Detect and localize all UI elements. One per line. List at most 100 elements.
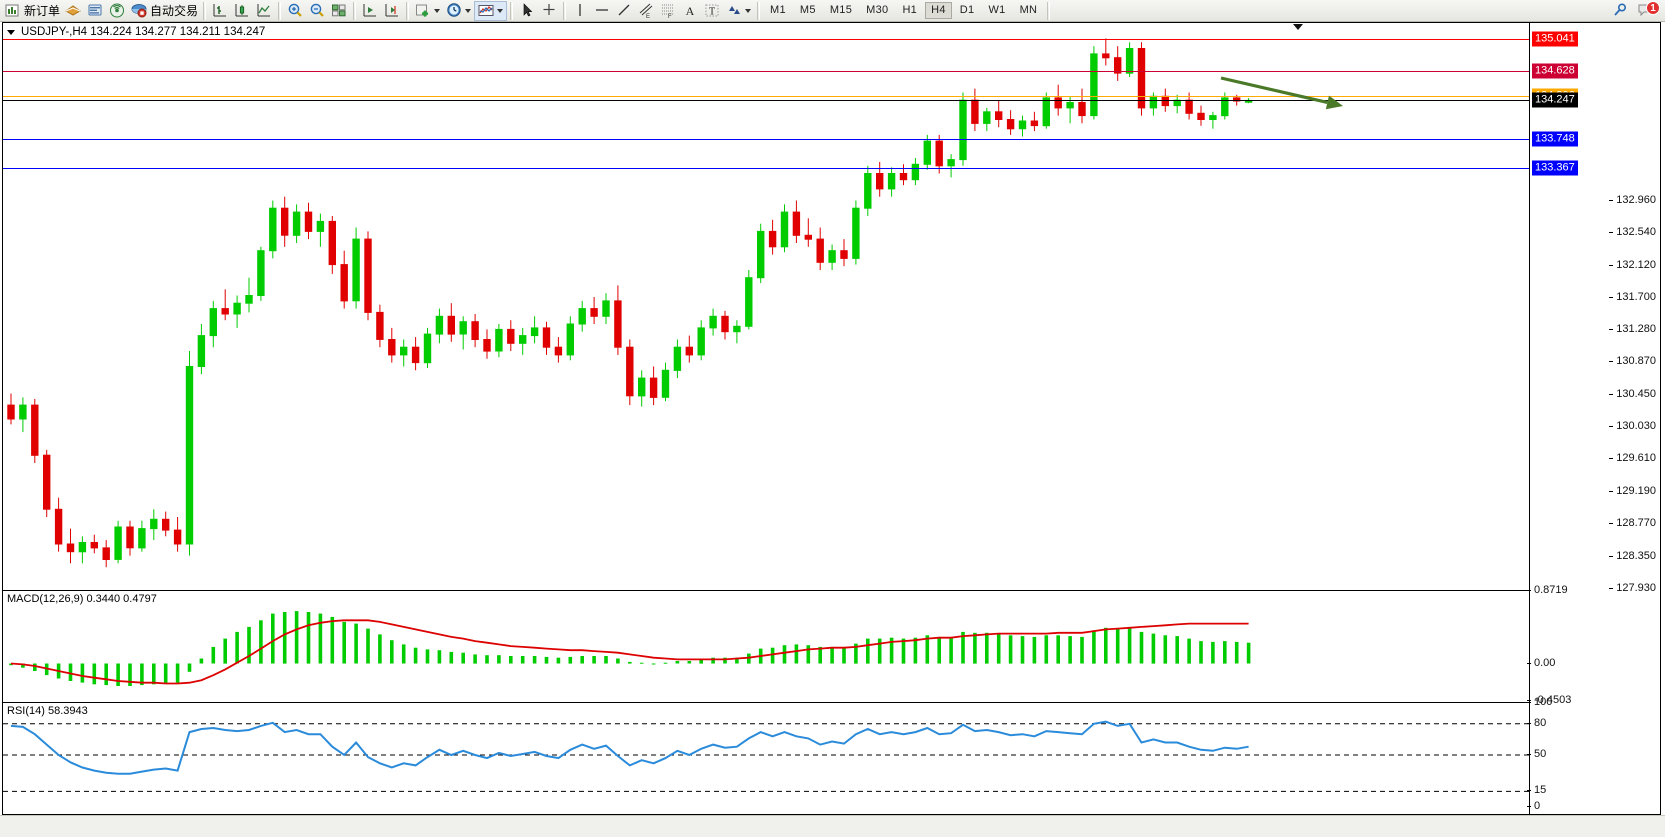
toolbar-separator-8 (1047, 1, 1051, 20)
period-button[interactable] (443, 1, 474, 21)
macd-pane[interactable]: MACD(12,26,9) 0.3440 0.4797 (3, 590, 1529, 700)
rsi-pane[interactable]: RSI(14) 58.3943 (3, 702, 1529, 806)
shapes-icon (725, 2, 743, 19)
horizontal-line-button[interactable] (591, 1, 613, 21)
new-order-label: 新订单 (24, 4, 61, 18)
search-icon[interactable] (1611, 2, 1629, 19)
text-button[interactable]: A (679, 1, 701, 21)
fibonacci-button[interactable]: F (657, 1, 679, 21)
price-tick-131700: 131.700 (1609, 291, 1656, 303)
alerts-icon[interactable]: 1 (1637, 1, 1660, 19)
tile-windows-button[interactable] (328, 1, 350, 21)
autotrading-icon (130, 2, 148, 19)
price-level-line-133367[interactable] (3, 168, 1529, 170)
price-level-line-133748[interactable] (3, 138, 1529, 140)
rsi-chart-svg (3, 720, 1529, 792)
price-level-line-134247[interactable] (3, 100, 1529, 102)
price-tick-127930: 127.930 (1609, 582, 1656, 594)
terminal-icon (86, 2, 104, 19)
price-pane[interactable] (3, 23, 1529, 588)
terminal-button[interactable] (84, 1, 106, 21)
price-tick-132540: 132.540 (1609, 226, 1656, 239)
arrow-cursor-icon (518, 2, 536, 19)
chart-gold-icon (64, 2, 82, 19)
channel-e-icon: E (637, 2, 655, 20)
macd-label: MACD(12,26,9) 0.3440 0.4797 (7, 593, 157, 605)
signal-wifi-icon (108, 2, 126, 19)
signals-button[interactable] (106, 1, 128, 21)
charts-button[interactable] (62, 1, 84, 21)
crosshair-button[interactable] (538, 1, 560, 21)
line-chart-button[interactable] (253, 1, 275, 21)
template-chart-icon (477, 2, 495, 19)
zoom-out-button[interactable] (306, 1, 328, 21)
chevron-down-icon-2[interactable] (465, 8, 472, 13)
vertical-line-button[interactable] (569, 1, 591, 21)
new-order-button[interactable]: 新订单 (0, 1, 62, 21)
chevron-down-icon-4[interactable] (745, 8, 752, 13)
macd-tick-1: 0.00 (1526, 656, 1556, 669)
timeframe-button-m15[interactable]: M15 (829, 4, 853, 16)
bar-chart-button[interactable] (209, 1, 231, 21)
rsi-tick-0: 0 (1526, 800, 1541, 812)
down-trend-arrow[interactable] (3, 23, 1529, 588)
price-tick-130870: 130.870 (1609, 355, 1656, 368)
rsi-tick-100: 100 (1526, 696, 1553, 708)
clock-icon (445, 2, 463, 19)
price-level-line-134628[interactable] (3, 71, 1529, 72)
collapse-triangle-icon[interactable] (1293, 24, 1303, 30)
equidistant-channel-button[interactable]: E (635, 1, 657, 21)
price-tick-128770: 128.770 (1609, 517, 1656, 530)
price-tag-135041[interactable]: 135.041 (1532, 31, 1578, 47)
timeframe-button-h4[interactable]: H4 (925, 2, 952, 19)
line-chart-icon (255, 2, 273, 19)
price-tick-132120: 132.120 (1609, 258, 1656, 271)
price-tick-128350: 128.350 (1609, 549, 1656, 562)
timeframe-button-m5[interactable]: M5 (799, 4, 816, 16)
timeframe-group: M1 M5 M15 M30 H1 H4 D1 W1 MN (763, 2, 1044, 19)
price-level-line-134306[interactable] (3, 95, 1529, 97)
chart-frame: USDJPY-,H4 134.224 134.277 134.211 134.2… (2, 22, 1661, 815)
toolbar-separator-4 (406, 1, 410, 20)
timeframe-button-mn[interactable]: MN (1019, 4, 1038, 16)
templates-button[interactable] (474, 0, 508, 21)
chart-window: USDJPY-,H4 134.224 134.277 134.211 134.2… (0, 22, 1665, 837)
add-indicator-button[interactable] (412, 1, 443, 21)
toolbar-right-group: 1 (1611, 1, 1665, 19)
cursor-button[interactable] (516, 1, 538, 21)
price-tag-134247[interactable]: 134.247 (1532, 92, 1578, 108)
auto-scroll-icon (361, 2, 379, 19)
rsi-label: RSI(14) 58.3943 (7, 705, 88, 717)
zoom-in-button[interactable] (284, 1, 306, 21)
price-tag-134628[interactable]: 134.628 (1532, 63, 1578, 79)
fibonacci-f-icon: F (659, 2, 677, 20)
rsi-tick-15: 15 (1526, 784, 1547, 797)
timeframe-button-w1[interactable]: W1 (988, 4, 1006, 16)
trendline-button[interactable] (613, 1, 635, 21)
chart-shift-icon (383, 2, 401, 19)
price-tick-129610: 129.610 (1609, 452, 1656, 465)
magnifier-minus-icon (308, 2, 326, 19)
chevron-down-icon-3[interactable] (497, 8, 504, 13)
price-axis[interactable]: 132.960 132.540 132.120 131.700 131.280 130.8… (1526, 23, 1660, 814)
chart-title[interactable]: USDJPY-,H4 134.224 134.277 134.211 134.2… (7, 26, 265, 38)
candle-chart-button[interactable] (231, 1, 253, 21)
shapes-button[interactable] (723, 1, 754, 21)
chart-title-text: USDJPY-,H4 134.224 134.277 134.211 134.2… (21, 26, 266, 38)
toolbar-separator-5 (510, 1, 514, 20)
timeframe-button-m30[interactable]: M30 (866, 4, 889, 16)
auto-scroll-button[interactable] (359, 1, 381, 21)
chart-shift-button[interactable] (381, 1, 403, 21)
price-level-line-135041[interactable] (3, 39, 1529, 41)
chevron-down-icon[interactable] (434, 8, 441, 13)
candlestick-icon (233, 2, 251, 19)
price-tag-133367[interactable]: 133.367 (1532, 160, 1578, 176)
autotrading-button[interactable]: 自动交易 (128, 1, 200, 21)
timeframe-button-d1[interactable]: D1 (959, 4, 975, 16)
price-tag-133748[interactable]: 133.748 (1532, 131, 1578, 147)
text-label-button[interactable]: T (701, 1, 723, 21)
timeframe-button-m1[interactable]: M1 (770, 4, 786, 16)
timeframe-button-h1[interactable]: H1 (902, 4, 918, 16)
chart-menu-triangle-icon[interactable] (7, 29, 15, 35)
price-tick-132960: 132.960 (1609, 193, 1656, 206)
